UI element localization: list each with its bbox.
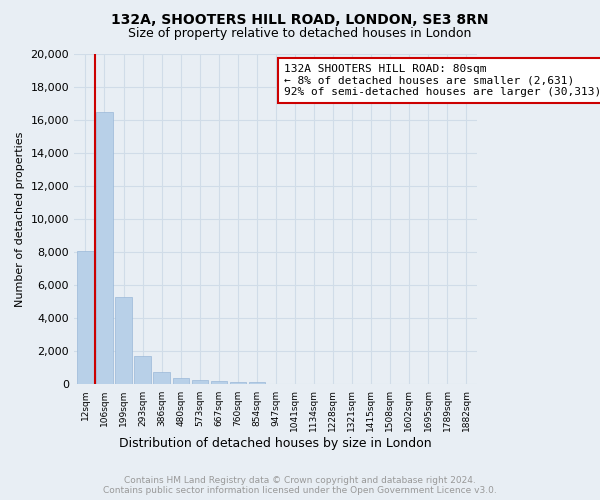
Bar — [115, 297, 131, 384]
Bar — [77, 250, 94, 384]
Bar — [173, 378, 188, 384]
X-axis label: Distribution of detached houses by size in London: Distribution of detached houses by size … — [119, 437, 432, 450]
Bar — [211, 381, 227, 384]
Text: Contains HM Land Registry data © Crown copyright and database right 2024.
Contai: Contains HM Land Registry data © Crown c… — [103, 476, 497, 495]
Bar — [248, 382, 265, 384]
Text: 132A SHOOTERS HILL ROAD: 80sqm
← 8% of detached houses are smaller (2,631)
92% o: 132A SHOOTERS HILL ROAD: 80sqm ← 8% of d… — [284, 64, 600, 97]
Bar — [154, 372, 170, 384]
Bar — [230, 382, 246, 384]
Bar — [134, 356, 151, 384]
Bar — [191, 380, 208, 384]
Text: Size of property relative to detached houses in London: Size of property relative to detached ho… — [128, 28, 472, 40]
Y-axis label: Number of detached properties: Number of detached properties — [15, 132, 25, 307]
Bar — [97, 112, 113, 384]
Text: 132A, SHOOTERS HILL ROAD, LONDON, SE3 8RN: 132A, SHOOTERS HILL ROAD, LONDON, SE3 8R… — [111, 12, 489, 26]
